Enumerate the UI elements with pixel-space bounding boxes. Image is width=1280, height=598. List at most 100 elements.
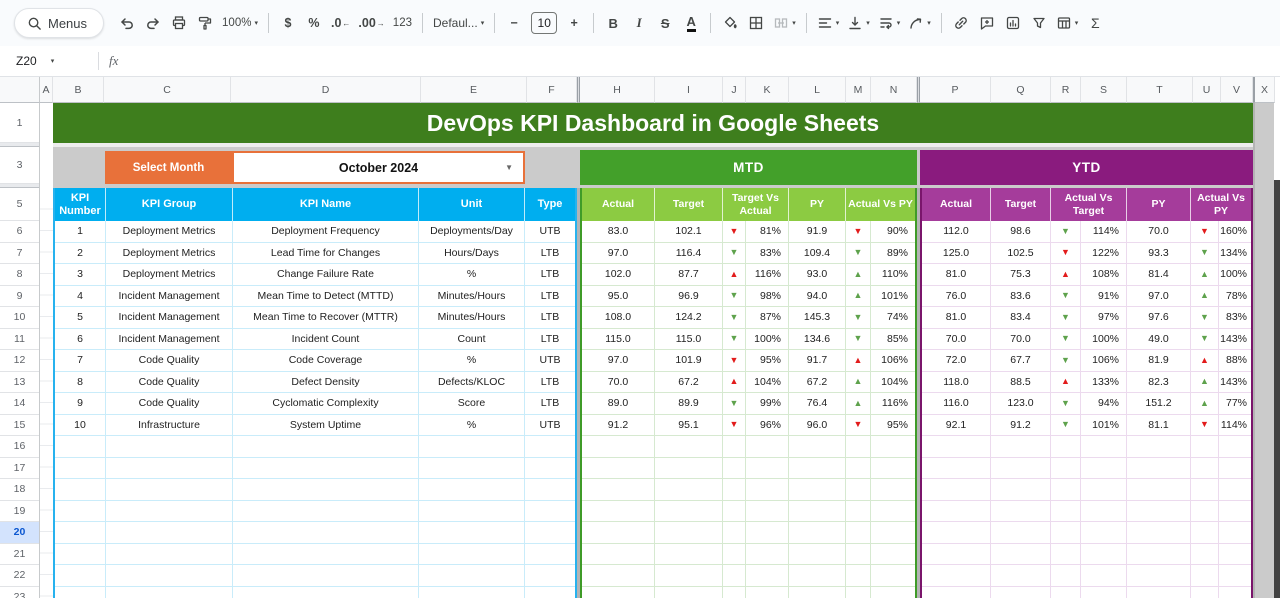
cell[interactable]: 110% bbox=[871, 264, 915, 286]
column-header-X[interactable]: X bbox=[1255, 77, 1275, 103]
cell[interactable]: 99% bbox=[746, 393, 789, 415]
cell[interactable]: Code Quality bbox=[106, 393, 233, 415]
cell[interactable] bbox=[846, 500, 871, 522]
text-rotation-menu[interactable]: ▾ bbox=[904, 9, 935, 37]
cell[interactable]: 98.6 bbox=[991, 221, 1051, 243]
cell[interactable] bbox=[1191, 522, 1219, 544]
cell[interactable] bbox=[55, 479, 106, 501]
cell[interactable] bbox=[922, 457, 991, 479]
cell[interactable]: ▼ bbox=[723, 221, 746, 243]
cell[interactable]: 100% bbox=[1081, 328, 1127, 350]
cell[interactable]: ▲ bbox=[1051, 264, 1081, 286]
decrease-font-size-button[interactable]: − bbox=[510, 16, 518, 30]
insert-comment-button[interactable] bbox=[974, 9, 1000, 37]
cell[interactable]: ▼ bbox=[846, 328, 871, 350]
font-size-input[interactable]: 10 bbox=[531, 12, 558, 34]
row-header-16[interactable]: 16 bbox=[0, 436, 39, 458]
cell[interactable]: ▲ bbox=[846, 264, 871, 286]
cell[interactable]: Incident Management bbox=[106, 307, 233, 329]
create-filter-button[interactable] bbox=[1026, 9, 1052, 37]
print-button[interactable] bbox=[166, 9, 192, 37]
cell[interactable]: 96.9 bbox=[655, 285, 723, 307]
cell[interactable] bbox=[582, 543, 655, 565]
cell[interactable] bbox=[1127, 543, 1191, 565]
bold-button[interactable]: B bbox=[608, 15, 618, 31]
cell[interactable] bbox=[106, 522, 233, 544]
cell[interactable]: 81.0 bbox=[922, 264, 991, 286]
cell[interactable]: 93.3 bbox=[1127, 242, 1191, 264]
month-dropdown[interactable]: October 2024 ▼ bbox=[232, 151, 525, 184]
cell[interactable] bbox=[789, 436, 846, 458]
cell[interactable] bbox=[871, 479, 915, 501]
cell[interactable]: 49.0 bbox=[1127, 328, 1191, 350]
cell[interactable] bbox=[723, 500, 746, 522]
cell[interactable]: System Uptime bbox=[233, 414, 419, 436]
cell[interactable] bbox=[1127, 500, 1191, 522]
cell[interactable] bbox=[746, 436, 789, 458]
redo-button[interactable] bbox=[140, 9, 166, 37]
cell[interactable]: 91.9 bbox=[789, 221, 846, 243]
cell[interactable] bbox=[655, 479, 723, 501]
format-percent-button[interactable]: % bbox=[308, 16, 320, 30]
cell[interactable] bbox=[922, 436, 991, 458]
cell[interactable]: 122% bbox=[1081, 242, 1127, 264]
cell[interactable] bbox=[655, 436, 723, 458]
cell[interactable]: 104% bbox=[871, 372, 915, 393]
column-header-T[interactable]: T bbox=[1127, 77, 1193, 103]
row-header-17[interactable]: 17 bbox=[0, 457, 39, 479]
italic-button[interactable]: I bbox=[636, 15, 642, 30]
cell[interactable]: 125.0 bbox=[922, 242, 991, 264]
cell[interactable]: 77% bbox=[1219, 393, 1251, 415]
cell[interactable]: 143% bbox=[1219, 372, 1251, 393]
cell[interactable] bbox=[991, 586, 1051, 598]
cell[interactable] bbox=[1191, 565, 1219, 587]
cell[interactable]: 75.3 bbox=[991, 264, 1051, 286]
cell[interactable] bbox=[746, 565, 789, 587]
cell[interactable] bbox=[582, 457, 655, 479]
cell[interactable]: 106% bbox=[1081, 350, 1127, 372]
cell[interactable] bbox=[1051, 500, 1081, 522]
cell[interactable]: ▲ bbox=[723, 371, 746, 393]
cell[interactable] bbox=[106, 565, 233, 587]
cell[interactable]: ▼ bbox=[1051, 414, 1081, 436]
cell[interactable]: LTB bbox=[525, 243, 575, 264]
text-color-button[interactable]: A bbox=[678, 9, 704, 37]
cell[interactable]: ▼ bbox=[1191, 328, 1219, 350]
cell[interactable]: ▼ bbox=[1191, 221, 1219, 243]
cell[interactable] bbox=[1219, 587, 1251, 598]
cell[interactable] bbox=[991, 436, 1051, 458]
cell[interactable]: 81.0 bbox=[922, 307, 991, 329]
row-header-3[interactable]: 3 bbox=[0, 147, 39, 184]
cell[interactable] bbox=[846, 543, 871, 565]
cell[interactable] bbox=[55, 522, 106, 544]
cell[interactable]: 95% bbox=[871, 415, 915, 436]
cell[interactable]: Infrastructure bbox=[106, 414, 233, 436]
cell[interactable] bbox=[419, 500, 525, 522]
column-header-F[interactable]: F bbox=[527, 77, 577, 103]
cell[interactable]: Incident Management bbox=[106, 328, 233, 350]
cell[interactable] bbox=[846, 479, 871, 501]
cell[interactable] bbox=[1081, 436, 1127, 458]
text-wrap-menu[interactable]: ▾ bbox=[874, 9, 905, 37]
cell[interactable] bbox=[525, 522, 575, 544]
cell[interactable] bbox=[1191, 586, 1219, 598]
cell[interactable]: Minutes/Hours bbox=[419, 307, 525, 329]
increase-decimal-button[interactable]: .00 → bbox=[354, 9, 388, 37]
cell[interactable]: 83.0 bbox=[582, 221, 655, 243]
cell[interactable]: 89.0 bbox=[582, 393, 655, 415]
cell[interactable]: Change Failure Rate bbox=[233, 264, 419, 286]
cell[interactable] bbox=[1127, 522, 1191, 544]
cell[interactable]: 101% bbox=[1081, 414, 1127, 436]
cell[interactable] bbox=[746, 457, 789, 479]
cell[interactable]: 96% bbox=[746, 414, 789, 436]
cell[interactable]: 83% bbox=[746, 242, 789, 264]
font-family-menu[interactable]: Defaul... ▾ bbox=[429, 9, 488, 37]
cell[interactable]: 5 bbox=[55, 307, 106, 329]
cell[interactable]: LTB bbox=[525, 264, 575, 286]
cell[interactable]: 133% bbox=[1081, 371, 1127, 393]
cell[interactable] bbox=[106, 543, 233, 565]
cell[interactable]: 97.0 bbox=[1127, 285, 1191, 307]
cell[interactable]: 100% bbox=[1219, 264, 1251, 286]
cell[interactable]: ▼ bbox=[846, 307, 871, 329]
cell[interactable]: 67.2 bbox=[789, 371, 846, 393]
